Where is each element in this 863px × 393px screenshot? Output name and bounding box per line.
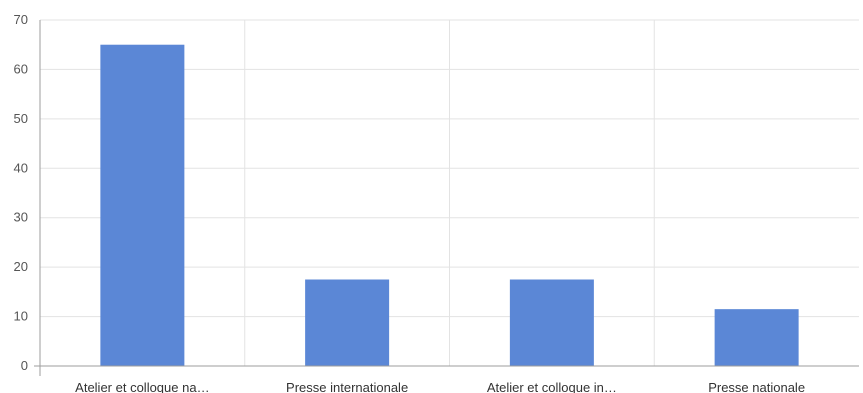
y-tick-label: 30 — [14, 210, 28, 225]
bars — [100, 44, 799, 367]
y-tick-label: 20 — [14, 259, 28, 274]
bar-1[interactable] — [100, 44, 185, 366]
axes — [34, 20, 859, 376]
y-tick-label: 40 — [14, 160, 28, 175]
bar-2[interactable] — [305, 279, 390, 367]
x-category-label: Presse nationale — [708, 380, 805, 393]
y-tick-label: 10 — [14, 309, 28, 324]
y-tick-label: 50 — [14, 111, 28, 126]
bar-3[interactable] — [509, 279, 594, 367]
x-category-label: Atelier et colloque na… — [75, 380, 209, 393]
y-tick-label: 0 — [21, 358, 28, 373]
y-tick-label: 70 — [14, 12, 28, 27]
axis-labels: 0 10 20 30 40 50 60 70 Atelier et colloque na… Pr… — [14, 12, 806, 393]
bar-4[interactable] — [714, 309, 799, 366]
y-tick-label: 60 — [14, 61, 28, 76]
x-category-label: Atelier et colloque in… — [487, 380, 617, 393]
x-category-label: Presse internationale — [286, 380, 408, 393]
